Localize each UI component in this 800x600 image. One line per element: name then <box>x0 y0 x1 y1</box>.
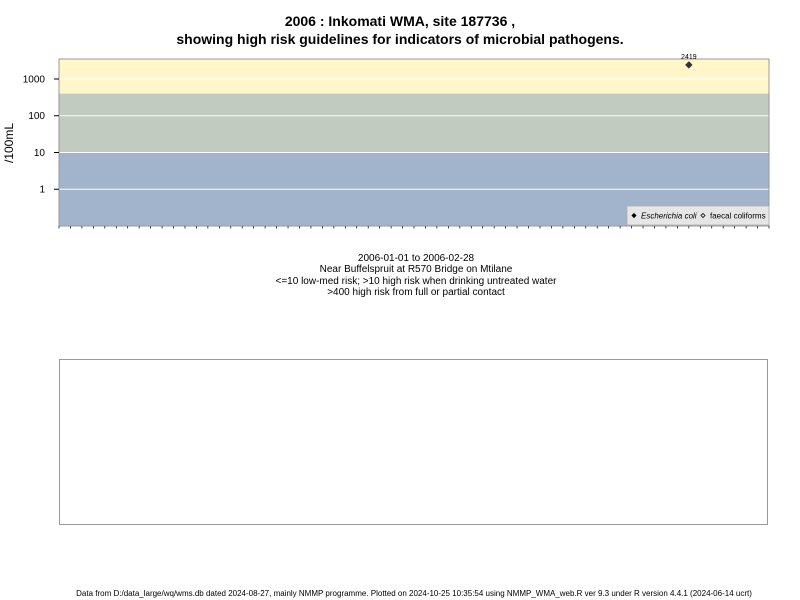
risk-band-1 <box>59 93 769 153</box>
y-axis-label: /100mL <box>2 123 16 163</box>
data-point <box>685 61 693 69</box>
y-tick-label: 10 <box>34 148 46 159</box>
footer-note: Data from D:/data_large/wq/wms.db dated … <box>76 589 752 598</box>
chart-svg: Jan 01Jan 08Jan 15Jan 22Jan 29Feb 05Feb … <box>2 54 770 229</box>
caption-risk-drinking: <=10 low-med risk; >10 high risk when dr… <box>275 276 557 287</box>
y-tick-label: 1000 <box>23 74 46 85</box>
legend-entry: Escherichia coli <box>641 211 697 220</box>
data-label: 2419 <box>681 54 697 61</box>
legend-entry: faecal coliforms <box>710 211 766 220</box>
y-tick-label: 1 <box>39 185 45 196</box>
chart-title: 2006 : Inkomati WMA, site 187736 , <box>284 13 516 29</box>
y-tick-label: 100 <box>28 111 45 122</box>
legend-marker <box>631 212 637 219</box>
legend-box <box>626 205 770 226</box>
chart-subtitle: showing high risk guidelines for indicat… <box>176 31 624 47</box>
legend-marker <box>700 212 706 219</box>
caption-date-range: 2006-01-01 to 2006-02-28 <box>357 253 475 264</box>
empty-plot-panel <box>59 359 768 525</box>
caption-risk-contact: >400 high risk from full or partial cont… <box>327 287 505 298</box>
risk-band-0 <box>59 59 769 94</box>
caption-site: Near Buffelspruit at R570 Bridge on Mtil… <box>319 264 513 275</box>
